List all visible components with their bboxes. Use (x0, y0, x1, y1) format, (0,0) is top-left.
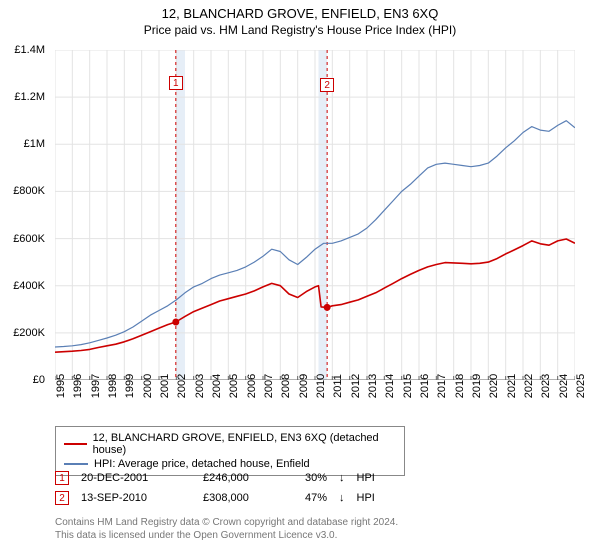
footer-line-1: Contains HM Land Registry data © Crown c… (55, 516, 398, 529)
legend-label: 12, BLANCHARD GROVE, ENFIELD, EN3 6XQ (d… (93, 432, 396, 456)
x-axis-tick-label: 2000 (142, 374, 154, 398)
sale-marker-badge: 2 (320, 78, 334, 92)
x-axis-tick-label: 1998 (107, 374, 119, 398)
x-axis-tick-label: 1999 (124, 374, 136, 398)
sale-diff-value: 47% (305, 492, 327, 504)
x-axis-labels: 1995199619971998199920002001200220032004… (55, 382, 575, 422)
x-axis-tick-label: 2025 (575, 374, 587, 398)
y-axis-tick-label: £1.4M (14, 44, 45, 56)
sale-date: 13-SEP-2010 (81, 492, 191, 504)
chart-title: 12, BLANCHARD GROVE, ENFIELD, EN3 6XQ (0, 0, 600, 21)
footer-line-2: This data is licensed under the Open Gov… (55, 529, 398, 542)
x-axis-tick-label: 2018 (454, 374, 466, 398)
down-arrow-icon: ↓ (339, 492, 345, 504)
sale-diff-label: HPI (357, 492, 375, 504)
x-axis-tick-label: 2008 (280, 374, 292, 398)
sale-diff-value: 30% (305, 472, 327, 484)
x-axis-tick-label: 2017 (436, 374, 448, 398)
sale-row: 2 13-SEP-2010 £308,000 47% ↓ HPI (55, 488, 575, 508)
x-axis-tick-label: 2023 (540, 374, 552, 398)
sales-table: 1 20-DEC-2001 £246,000 30% ↓ HPI 2 13-SEP-2010 £… (55, 468, 575, 508)
y-axis-tick-label: £600K (13, 233, 45, 245)
y-axis-tick-label: £1.2M (14, 91, 45, 103)
x-axis-tick-label: 2002 (176, 374, 188, 398)
chart-plot-area: 12 (55, 50, 575, 380)
x-axis-tick-label: 2001 (159, 374, 171, 398)
legend-item: 12, BLANCHARD GROVE, ENFIELD, EN3 6XQ (d… (64, 431, 396, 457)
x-axis-tick-label: 2024 (558, 374, 570, 398)
sale-marker-badge: 1 (169, 76, 183, 90)
x-axis-tick-label: 2009 (298, 374, 310, 398)
chart-subtitle: Price paid vs. HM Land Registry's House … (0, 21, 600, 43)
y-axis-tick-label: £1M (24, 138, 45, 150)
y-axis-tick-label: £800K (13, 185, 45, 197)
legend-swatch (64, 463, 88, 465)
sale-marker-badge: 2 (55, 491, 69, 505)
x-axis-tick-label: 2011 (332, 374, 344, 398)
sale-date: 20-DEC-2001 (81, 472, 191, 484)
x-axis-tick-label: 1995 (55, 374, 67, 398)
x-axis-tick-label: 2004 (211, 374, 223, 398)
x-axis-tick-label: 2021 (506, 374, 518, 398)
x-axis-tick-label: 2013 (367, 374, 379, 398)
sale-price: £308,000 (203, 492, 293, 504)
x-axis-tick-label: 2012 (350, 374, 362, 398)
x-axis-tick-label: 2022 (523, 374, 535, 398)
footer-attribution: Contains HM Land Registry data © Crown c… (55, 516, 398, 542)
sale-price: £246,000 (203, 472, 293, 484)
x-axis-tick-label: 2003 (194, 374, 206, 398)
y-axis-tick-label: £400K (13, 280, 45, 292)
line-chart-svg (55, 50, 575, 380)
x-axis-tick-label: 1997 (90, 374, 102, 398)
sale-row: 1 20-DEC-2001 £246,000 30% ↓ HPI (55, 468, 575, 488)
down-arrow-icon: ↓ (339, 472, 345, 484)
x-axis-tick-label: 2015 (402, 374, 414, 398)
x-axis-tick-label: 2007 (263, 374, 275, 398)
x-axis-tick-label: 2010 (315, 374, 327, 398)
y-axis-tick-label: £0 (33, 374, 45, 386)
chart-container: 12, BLANCHARD GROVE, ENFIELD, EN3 6XQ Pr… (0, 0, 600, 560)
x-axis-tick-label: 1996 (72, 374, 84, 398)
x-axis-tick-label: 2016 (419, 374, 431, 398)
x-axis-tick-label: 2006 (246, 374, 258, 398)
y-axis-labels: £0£200K£400K£600K£800K£1M£1.2M£1.4M (0, 50, 50, 380)
sale-marker-badge: 1 (55, 471, 69, 485)
sale-diff-label: HPI (357, 472, 375, 484)
y-axis-tick-label: £200K (13, 327, 45, 339)
x-axis-tick-label: 2005 (228, 374, 240, 398)
x-axis-tick-label: 2019 (471, 374, 483, 398)
legend-swatch (64, 443, 87, 445)
x-axis-tick-label: 2014 (384, 374, 396, 398)
x-axis-tick-label: 2020 (488, 374, 500, 398)
